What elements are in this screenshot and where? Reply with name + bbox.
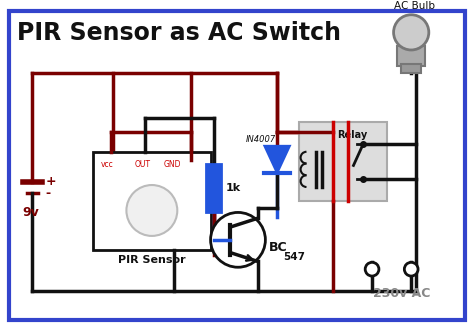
- Bar: [398, 46, 425, 66]
- Text: BC: BC: [269, 241, 288, 254]
- Bar: [206, 164, 221, 213]
- Text: +: +: [45, 175, 56, 188]
- Text: 547: 547: [283, 251, 305, 261]
- Text: AC Bulb: AC Bulb: [393, 1, 435, 11]
- Text: Relay: Relay: [337, 130, 368, 140]
- Circle shape: [127, 185, 177, 236]
- Text: 230v AC: 230v AC: [373, 287, 430, 300]
- Text: GND: GND: [164, 160, 181, 168]
- Text: vcc: vcc: [101, 160, 114, 168]
- Text: 9v: 9v: [22, 206, 39, 219]
- Bar: [401, 64, 421, 74]
- Text: IN4007: IN4007: [246, 135, 276, 144]
- Circle shape: [393, 15, 429, 50]
- Text: OUT: OUT: [134, 160, 150, 168]
- Circle shape: [210, 213, 265, 267]
- Bar: [93, 152, 210, 249]
- Bar: [299, 122, 387, 201]
- Circle shape: [404, 262, 418, 276]
- Text: PIR Sensor: PIR Sensor: [118, 256, 186, 265]
- Circle shape: [365, 262, 379, 276]
- Text: PIR Sensor as AC Switch: PIR Sensor as AC Switch: [17, 21, 341, 45]
- Text: 1k: 1k: [225, 183, 240, 193]
- Text: -: -: [45, 187, 50, 200]
- Polygon shape: [264, 146, 290, 173]
